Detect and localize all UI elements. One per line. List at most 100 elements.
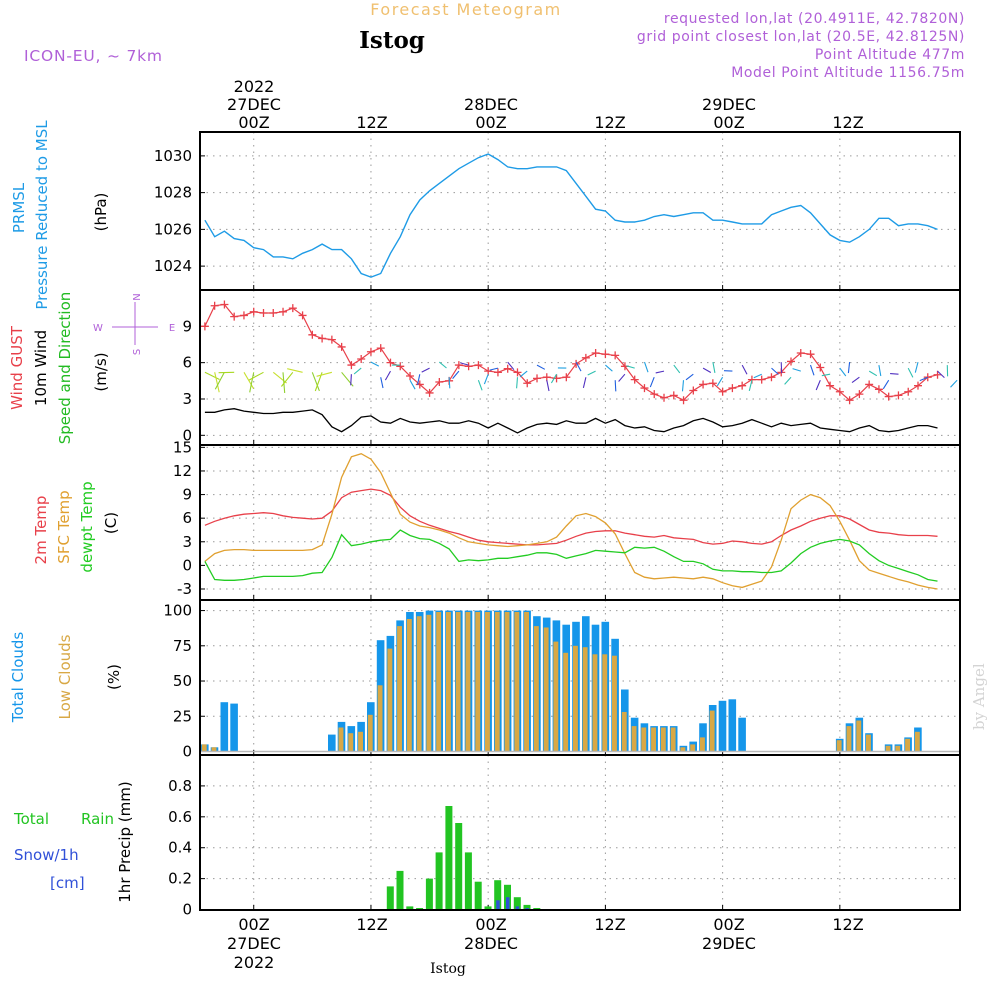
wind-arrows xyxy=(204,361,958,394)
wind-direction-arrow xyxy=(483,374,489,385)
wind-direction-arrow xyxy=(438,361,447,369)
low-cloud-bar xyxy=(211,747,217,752)
low-cloud-bar xyxy=(641,727,647,752)
gust-point xyxy=(357,355,366,364)
y-tick-label: 0 xyxy=(182,426,192,444)
snow-label: Snow/1h xyxy=(14,846,79,864)
low-cloud-bar xyxy=(406,619,412,752)
gust-point xyxy=(249,307,258,316)
precip-axis-label: 1hr Precip (mm) xyxy=(116,781,134,902)
wind-direction-arrow xyxy=(618,373,626,382)
rain-bar xyxy=(533,908,541,910)
wind-direction-arrow xyxy=(287,368,303,373)
y-tick-label: 3 xyxy=(182,390,192,408)
gust-point xyxy=(913,381,922,390)
wind-direction-arrow xyxy=(702,367,712,373)
wind-direction-arrow xyxy=(416,374,421,386)
compass-w: W xyxy=(93,323,103,334)
wind-direction-arrow xyxy=(582,377,587,389)
wind-direction-arrow xyxy=(280,371,294,387)
low-cloud-bar xyxy=(377,685,383,752)
rain-bar xyxy=(513,897,521,910)
y-tick-label: 75 xyxy=(173,637,192,655)
pressure-labels: PRMSL Pressure Reduced to MSL (hPa) xyxy=(10,120,110,310)
low-cloud-bar xyxy=(709,710,715,752)
total-cloud-bar xyxy=(718,700,727,752)
gust-point xyxy=(210,301,219,310)
wind-direction-arrow xyxy=(919,376,929,382)
cloud-labels: Total Clouds Low Clouds (%) xyxy=(9,632,123,724)
wind-direction-arrow xyxy=(655,370,665,374)
model-label: ICON-EU, ~ 7km xyxy=(24,47,163,65)
sfc-temp-label: SFC Temp xyxy=(55,490,73,563)
gust-point xyxy=(611,351,620,360)
low-cloud-bar xyxy=(201,744,207,752)
wind-direction-arrow xyxy=(809,364,815,376)
wind-direction-arrow xyxy=(316,371,333,377)
wind-direction-arrow xyxy=(575,361,582,372)
panel-clouds: 0 25 50 75 100 xyxy=(163,599,961,760)
gust-point xyxy=(298,311,307,320)
gust-point xyxy=(826,381,835,390)
gust-point xyxy=(689,386,698,395)
requested-coords: requested lon,lat (20.4911E, 42.7820N) xyxy=(664,11,965,27)
bottom-hour-label: 12Z xyxy=(356,915,387,934)
gust-point xyxy=(327,335,336,344)
low-cloud-bar xyxy=(602,654,608,752)
gust-point xyxy=(230,312,239,321)
panel-wind: 0 3 6 9 xyxy=(182,289,961,446)
gust-point xyxy=(533,374,542,383)
wind-direction-arrow xyxy=(605,364,613,372)
total-cloud-bar xyxy=(220,702,229,752)
top-hour-label: 00Z xyxy=(713,113,744,132)
wind-direction-arrow xyxy=(712,361,716,374)
gust-point xyxy=(542,373,551,382)
t2m-series-line xyxy=(204,488,938,546)
wind-direction-arrow xyxy=(851,376,860,384)
y-tick-label: 6 xyxy=(182,354,192,372)
total-cloud-bar xyxy=(230,703,238,752)
rain-bar xyxy=(523,904,531,910)
rain-bar xyxy=(455,823,463,910)
gust-point xyxy=(435,378,444,387)
gust-point xyxy=(269,309,278,318)
gust-point xyxy=(601,350,610,359)
gust-point xyxy=(806,350,815,359)
y-tick-label: 1026 xyxy=(154,220,192,238)
gust-point xyxy=(239,311,248,320)
wind-direction-arrow xyxy=(421,367,430,373)
low-cloud-bar xyxy=(514,612,520,752)
gust-point xyxy=(337,342,346,351)
gust-point xyxy=(220,300,229,309)
low-cloud-bar xyxy=(543,627,549,752)
rain-bar xyxy=(474,881,482,910)
bottom-year-label: 2022 xyxy=(234,953,275,972)
low-cloud-bar xyxy=(621,712,627,752)
gust-point xyxy=(884,392,893,401)
wind-direction-arrow xyxy=(821,373,831,377)
rain-bar xyxy=(416,908,424,910)
panel-frame xyxy=(199,289,961,446)
gust-point xyxy=(347,361,356,370)
y-tick-label: 0.8 xyxy=(168,777,192,795)
wind-direction-arrow xyxy=(673,364,681,374)
rain-bar xyxy=(494,880,502,910)
pressure-unit: (hPa) xyxy=(92,193,110,232)
wind-unit: (m/s) xyxy=(92,352,110,391)
gust-point xyxy=(630,375,639,384)
wind-direction-arrow xyxy=(890,373,899,375)
low-cloud-bar xyxy=(436,612,442,752)
wind-10m-label: 10m Wind xyxy=(32,330,50,406)
low-cloud-bar xyxy=(885,745,891,752)
rain-bar xyxy=(425,878,433,910)
wind-direction-arrow xyxy=(214,372,225,390)
panel-frame xyxy=(199,131,961,291)
low-cloud-bar xyxy=(426,614,432,752)
wind-direction-arrow xyxy=(847,362,851,374)
wind-direction-arrow xyxy=(753,373,762,379)
wind-direction-arrow xyxy=(477,380,483,391)
y-tick-label: 100 xyxy=(163,602,192,620)
compass-n: N xyxy=(132,293,143,300)
gust-point xyxy=(640,384,649,393)
